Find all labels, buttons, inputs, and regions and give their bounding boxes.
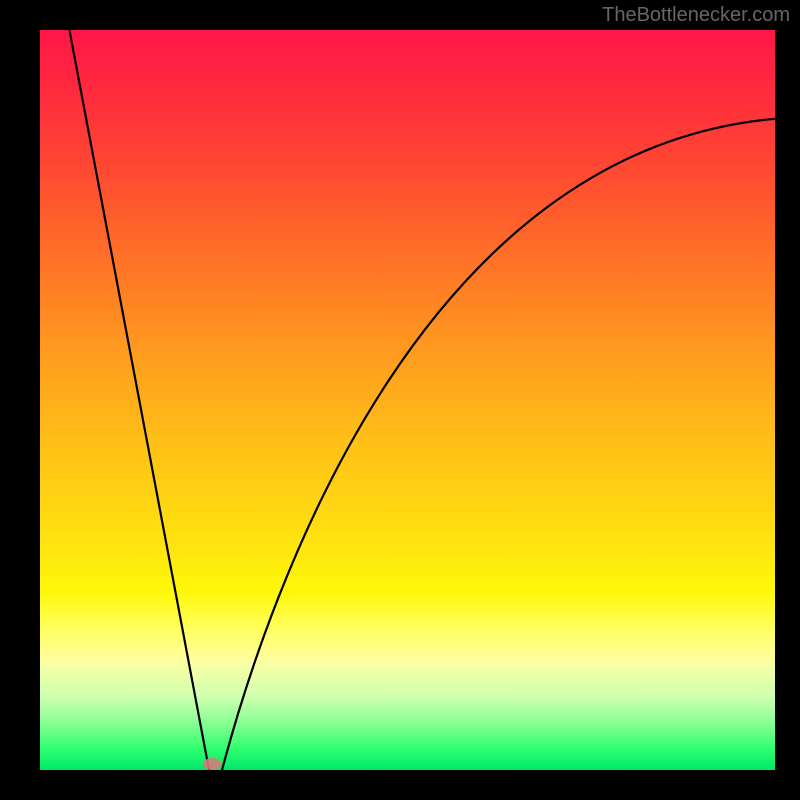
bottleneck-curve [69,30,775,770]
chart-container: TheBottlenecker.com [0,0,800,800]
vertex-marker [203,758,221,770]
watermark-text: TheBottlenecker.com [602,4,790,27]
plot-area [40,30,775,770]
curve-layer [40,30,775,770]
